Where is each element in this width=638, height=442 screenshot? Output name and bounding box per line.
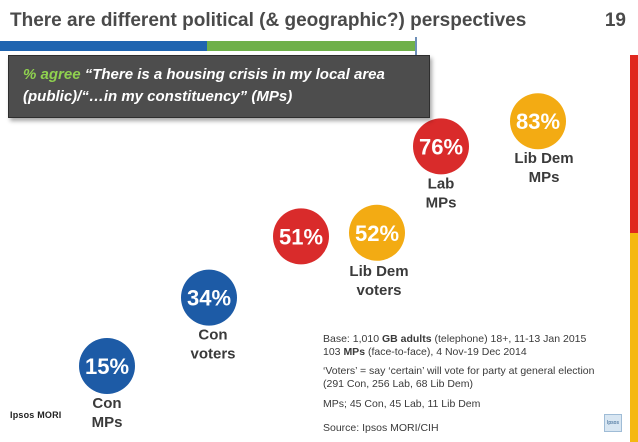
bubble-value-0: 15% bbox=[85, 354, 129, 379]
base-prefix: Base: 1,010 bbox=[323, 333, 382, 345]
bubble-0 bbox=[79, 338, 135, 394]
ipsos-corner-logo: Ipsos bbox=[604, 414, 622, 432]
bubble-1 bbox=[181, 269, 237, 326]
mps-breakdown-note: MPs; 45 Con, 45 Lab, 11 Lib Dem bbox=[323, 398, 481, 410]
strip-red-segment bbox=[630, 55, 638, 233]
bubble-label-5-0: Lib Dem bbox=[514, 150, 573, 167]
base-line-2: 103 MPs (face-to-face), 4 Nov-19 Dec 201… bbox=[323, 346, 586, 359]
bubble-2 bbox=[273, 208, 329, 265]
slide-number: 19 bbox=[604, 10, 626, 31]
voters-line-1: ‘Voters’ = say ‘certain’ will vote for p… bbox=[323, 365, 595, 377]
voters-note: ‘Voters’ = say ‘certain’ will vote for p… bbox=[323, 365, 594, 391]
bubble-value-2: 51% bbox=[279, 224, 323, 249]
bubble-5 bbox=[510, 93, 566, 150]
question-quote: “There is a housing crisis in my local a… bbox=[23, 66, 385, 105]
bubble-label-1-0: Con bbox=[198, 327, 227, 344]
bubble-4 bbox=[413, 118, 469, 175]
voters-line-2: (291 Con, 256 Lab, 68 Lib Dem) bbox=[323, 378, 474, 390]
ipsos-mori-logo: Ipsos MORI bbox=[10, 410, 62, 420]
source-note: Source: Ipsos MORI/CIH bbox=[323, 422, 439, 434]
mps-suffix: (face-to-face), 4 Nov-19 Dec 2014 bbox=[365, 346, 527, 358]
bubble-label-1-1: voters bbox=[190, 346, 235, 363]
bubble-label-4-0: Lab bbox=[428, 175, 455, 192]
bubble-value-5: 83% bbox=[516, 109, 560, 134]
bubble-value-3: 52% bbox=[355, 221, 399, 246]
bubble-value-4: 76% bbox=[419, 134, 463, 159]
agree-label: % agree bbox=[23, 66, 81, 83]
title-underline bbox=[0, 41, 415, 51]
side-color-strip bbox=[630, 55, 638, 442]
mps-bold: MPs bbox=[343, 346, 366, 358]
question-text: % agree “There is a housing crisis in my… bbox=[23, 64, 423, 108]
bubble-3 bbox=[349, 204, 405, 261]
bubble-label-5-1: MPs bbox=[529, 169, 560, 186]
base-suffix: (telephone) 18+, 11-13 Jan 2015 bbox=[431, 333, 587, 345]
base-note: Base: 1,010 GB adults (telephone) 18+, 1… bbox=[323, 333, 586, 359]
bubble-label-0-0: Con bbox=[92, 395, 121, 412]
bubble-label-3-1: voters bbox=[356, 282, 401, 299]
underline-blue-segment bbox=[0, 41, 207, 51]
underline-green-segment bbox=[207, 41, 415, 51]
bubble-label-4-1: MPs bbox=[426, 194, 457, 211]
slide-title: There are different political (& geograp… bbox=[10, 10, 527, 31]
corner-logo-text: Ipsos bbox=[607, 420, 619, 426]
base-line-1: Base: 1,010 GB adults (telephone) 18+, 1… bbox=[323, 333, 586, 346]
bubble-label-0-1: MPs bbox=[92, 414, 123, 431]
bubble-value-1: 34% bbox=[187, 286, 231, 311]
strip-yellow-segment bbox=[630, 233, 638, 442]
base-gb-adults: GB adults bbox=[381, 333, 432, 345]
bubble-label-3-0: Lib Dem bbox=[349, 263, 408, 280]
underline-divider bbox=[415, 37, 417, 55]
question-box: % agree “There is a housing crisis in my… bbox=[8, 55, 430, 118]
mps-prefix: 103 bbox=[323, 346, 344, 358]
